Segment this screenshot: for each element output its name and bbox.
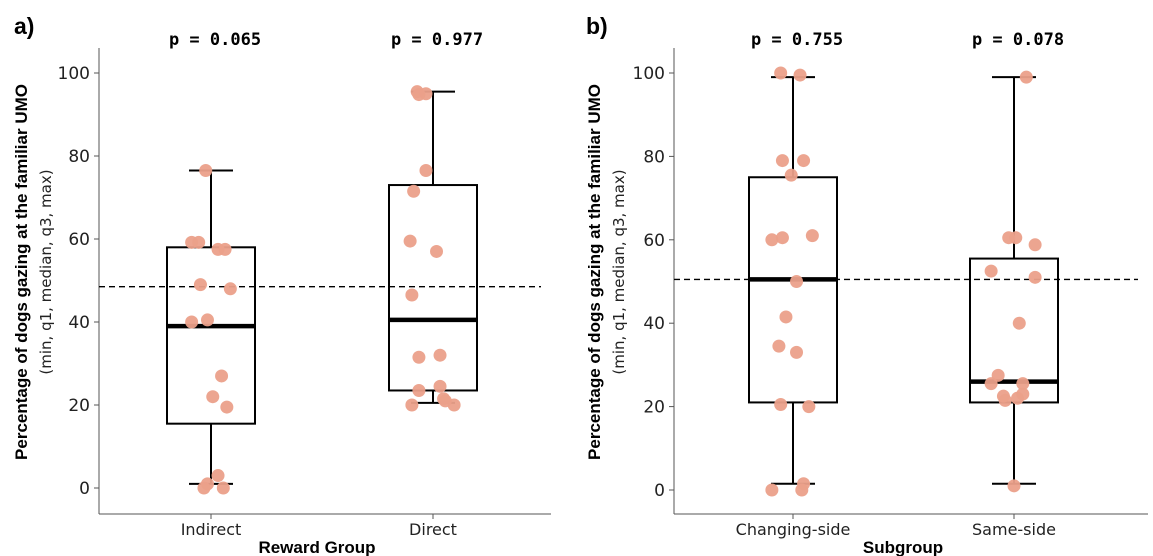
x-category-label: Direct — [409, 520, 457, 539]
panel-label: b) — [586, 13, 608, 39]
p-value-label: p = 0.977 — [391, 30, 483, 50]
data-point — [795, 483, 809, 497]
data-point — [199, 164, 213, 178]
chart-b: b) 0 20 40 60 80 100 Changing-side p = 0.755 Same… — [585, 13, 1148, 556]
y-tick-label: 100 — [633, 64, 665, 84]
data-point — [405, 398, 419, 412]
p-value-label: p = 0.078 — [972, 30, 1064, 50]
data-point — [433, 348, 447, 362]
data-point — [1016, 387, 1030, 401]
y-tick-label: 80 — [643, 147, 665, 167]
data-point — [223, 282, 237, 296]
panel-b: b) 0 20 40 60 80 100 Changing-side p = 0.755 Same… — [577, 0, 1153, 556]
data-point — [220, 400, 234, 414]
data-point — [784, 168, 798, 182]
data-point — [433, 379, 447, 393]
data-point — [192, 235, 206, 249]
y-tick-label: 20 — [68, 396, 90, 416]
data-point — [1028, 270, 1042, 284]
data-point — [984, 377, 998, 391]
data-point — [403, 234, 417, 248]
panel-a: a) 0 20 40 60 80 100 Indirect p = 0.065 Direct p =… — [0, 0, 576, 556]
data-point — [1019, 70, 1033, 84]
data-point — [765, 483, 779, 497]
p-value-label: p = 0.755 — [751, 30, 843, 50]
data-point — [412, 350, 426, 364]
y-axis-subtitle: (min, q1, median, q3, max) — [610, 169, 628, 374]
data-point — [419, 164, 433, 178]
y-tick-label: 40 — [643, 314, 665, 334]
data-point — [802, 400, 816, 414]
data-point — [984, 264, 998, 278]
x-category-label: Same-side — [972, 520, 1056, 539]
data-point — [790, 275, 804, 288]
data-point — [797, 154, 811, 168]
data-point — [772, 339, 786, 353]
data-point — [419, 87, 433, 101]
y-tick-label: 60 — [68, 230, 90, 250]
iqr-box — [166, 246, 256, 425]
iqr-box — [388, 184, 478, 392]
y-tick-label: 20 — [643, 398, 665, 418]
data-point — [805, 229, 819, 243]
data-point — [216, 481, 230, 495]
data-point — [774, 398, 788, 412]
data-point — [790, 345, 804, 359]
chart-a: a) 0 20 40 60 80 100 Indirect p = 0.065 Direct p =… — [12, 13, 551, 556]
x-axis-title: Reward Group — [258, 538, 375, 556]
y-axis-title: Percentage of dogs gazing at the familia… — [585, 84, 604, 460]
data-point — [1012, 316, 1026, 330]
data-point — [775, 231, 789, 245]
y-tick-label: 40 — [68, 313, 90, 333]
y-tick-label: 100 — [58, 64, 90, 84]
x-category-label: Indirect — [181, 520, 242, 539]
panel-label: a) — [14, 13, 34, 39]
p-value-label: p = 0.065 — [169, 30, 261, 50]
y-axis-subtitle: (min, q1, median, q3, max) — [37, 169, 55, 374]
iqr-box — [748, 176, 838, 404]
data-point — [407, 184, 421, 198]
y-tick-label: 0 — [79, 479, 90, 499]
data-point — [215, 369, 229, 383]
data-point — [185, 315, 199, 329]
data-point — [793, 68, 807, 82]
data-point — [206, 390, 220, 404]
data-point — [775, 154, 789, 168]
data-point — [1007, 479, 1021, 493]
data-point — [765, 233, 779, 247]
y-tick-label: 80 — [68, 147, 90, 167]
data-point — [200, 313, 214, 327]
data-point — [405, 288, 419, 302]
y-tick-label: 60 — [643, 231, 665, 251]
data-point — [1016, 377, 1030, 391]
data-point — [779, 310, 793, 324]
data-point — [774, 66, 788, 80]
y-axis-title: Percentage of dogs gazing at the familia… — [12, 84, 31, 460]
data-point — [1028, 238, 1042, 252]
data-point — [211, 469, 225, 483]
data-point — [193, 278, 207, 292]
data-point — [197, 481, 211, 495]
x-axis-title: Subgroup — [863, 538, 943, 556]
data-point — [218, 242, 232, 256]
x-category-label: Changing-side — [736, 520, 851, 539]
data-point — [412, 383, 426, 397]
data-point — [998, 393, 1012, 407]
data-point — [430, 244, 444, 258]
data-point — [1009, 231, 1023, 245]
data-point — [447, 398, 461, 412]
y-tick-label: 0 — [654, 481, 665, 501]
